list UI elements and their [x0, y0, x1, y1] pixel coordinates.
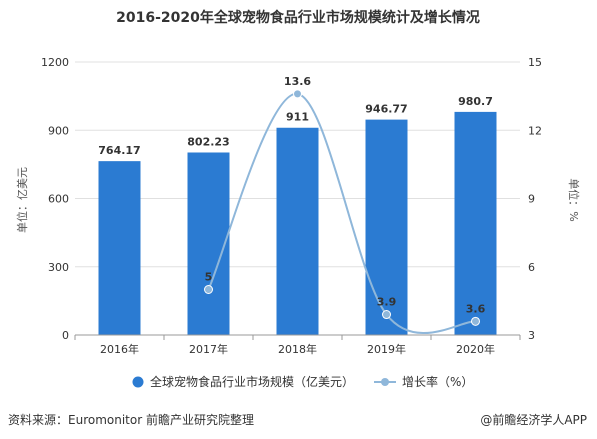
bar-value-label: 764.17	[98, 144, 140, 157]
right-axis-title: 单位：%	[567, 178, 581, 221]
bar-value-label: 980.7	[458, 95, 493, 108]
x-tick-label: 2019年	[367, 342, 406, 356]
bar	[98, 161, 141, 335]
x-axis: 2016年 2017年 2018年 2019年 2020年	[74, 334, 521, 356]
x-tick-label: 2018年	[278, 342, 317, 356]
bar-value-label: 802.23	[187, 135, 229, 148]
x-tick-label: 2017年	[189, 342, 228, 356]
left-tick-label: 300	[48, 261, 69, 274]
right-tick-label: 6	[528, 261, 535, 274]
growth-point	[293, 89, 302, 99]
right-tick-label: 9	[528, 193, 535, 206]
legend-bar-label: 全球宠物食品行业市场规模（亿美元）	[150, 374, 354, 389]
left-tick-label: 900	[48, 124, 69, 137]
bar-value-label: 911	[286, 111, 309, 124]
x-tick-label: 2016年	[100, 342, 139, 356]
bar	[276, 127, 319, 335]
growth-value-label: 3.9	[377, 296, 397, 309]
credit-note: @前瞻经济学人APP	[480, 413, 587, 427]
left-tick-label: 0	[62, 329, 69, 342]
growth-point	[471, 316, 480, 326]
growth-line: 5 13.6 3.9 3.6	[204, 75, 486, 335]
left-axis-title: 单位：亿美元	[15, 167, 29, 233]
bars: 764.17 802.23 911 946.77 980.7	[98, 95, 497, 335]
growth-value-label: 5	[205, 271, 213, 284]
x-tick-label: 2020年	[456, 342, 495, 356]
legend: 全球宠物食品行业市场规模（亿美元） 增长率（%）	[132, 374, 473, 389]
left-tick-label: 1200	[41, 56, 69, 69]
right-tick-label: 15	[528, 56, 542, 69]
right-axis: 3 6 9 12 15	[528, 56, 542, 342]
growth-point	[204, 285, 213, 294]
source-note: 资料来源：Euromonitor 前瞻产业研究院整理	[8, 413, 254, 427]
right-tick-label: 12	[528, 124, 542, 137]
bar-value-label: 946.77	[365, 103, 407, 116]
legend-line-dot	[381, 378, 389, 386]
growth-value-label: 13.6	[284, 75, 311, 88]
growth-value-label: 3.6	[466, 302, 486, 315]
chart-title: 2016-2020年全球宠物食品行业市场规模统计及增长情况	[116, 9, 480, 26]
legend-bar-marker	[132, 376, 144, 388]
growth-point	[382, 310, 391, 320]
legend-line-label: 增长率（%）	[402, 374, 473, 389]
bar	[365, 119, 408, 335]
bar	[454, 111, 497, 335]
left-tick-label: 600	[48, 193, 69, 206]
bar	[187, 152, 230, 335]
left-axis: 0 300 600 900 1200	[41, 56, 69, 342]
growth-line-path	[207, 92, 476, 335]
right-tick-label: 3	[528, 329, 535, 342]
